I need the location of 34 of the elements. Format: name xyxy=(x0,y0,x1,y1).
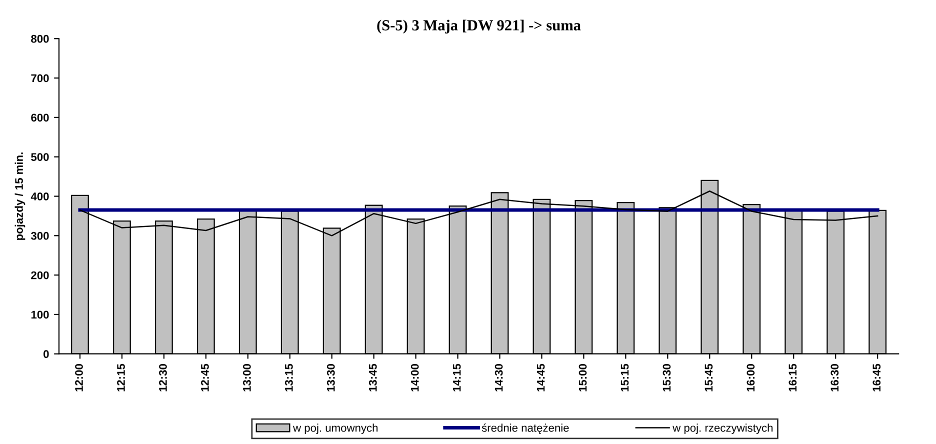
x-tick-label: 13:45 xyxy=(368,364,377,392)
x-tick-label: 14:30 xyxy=(494,364,503,392)
x-tick-label: 14:00 xyxy=(410,364,419,392)
legend-label: w poj. rzeczywistych xyxy=(672,424,773,434)
x-tick-label: 15:45 xyxy=(704,364,713,392)
x-tick-label: 15:15 xyxy=(620,364,629,392)
legend-label: średnie natężenie xyxy=(482,424,569,434)
x-tick-label: 13:30 xyxy=(326,364,335,392)
y-tick-label: 600 xyxy=(31,114,49,122)
chart-title: (S-5) 3 Maja [DW 921] -> suma xyxy=(377,20,581,34)
legend-label: w poj. umownych xyxy=(293,424,378,434)
x-tick-label: 13:00 xyxy=(242,364,251,392)
x-tick-label: 15:30 xyxy=(662,364,671,392)
x-tick-label: 13:15 xyxy=(284,364,293,392)
x-tick-label: 16:15 xyxy=(788,364,797,392)
x-tick-label: 16:45 xyxy=(872,364,881,392)
y-axis-title: pojazdy / 15 min. xyxy=(14,152,26,240)
y-tick-label: 200 xyxy=(31,271,49,280)
y-tick-label: 800 xyxy=(31,34,49,43)
x-tick-label: 12:45 xyxy=(201,364,209,392)
y-tick-label: 400 xyxy=(30,192,49,200)
x-tick-label: 16:30 xyxy=(830,364,839,392)
x-tick-label: 15:00 xyxy=(578,364,587,392)
x-tick-label: 12:00 xyxy=(75,364,83,392)
y-tick-label: 500 xyxy=(31,153,49,161)
x-tick-label: 14:15 xyxy=(453,364,461,392)
x-tick-label: 14:45 xyxy=(536,364,545,392)
y-tick-label: 0 xyxy=(44,350,49,358)
x-tick-label: 16:00 xyxy=(746,364,755,392)
x-tick-label: 12:30 xyxy=(159,364,167,392)
y-tick-label: 700 xyxy=(31,74,49,82)
y-tick-label: 300 xyxy=(30,232,49,240)
y-tick-label: 100 xyxy=(31,310,49,319)
x-tick-label: 12:15 xyxy=(117,364,125,392)
